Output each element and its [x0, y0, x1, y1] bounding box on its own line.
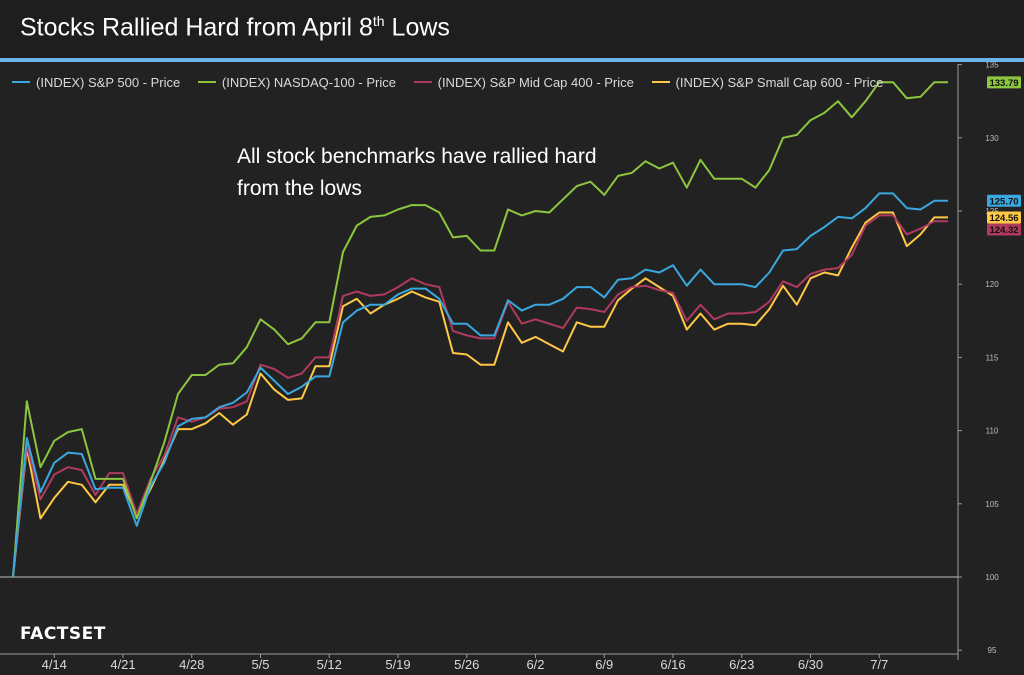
- annotation-line-2: from the lows: [237, 177, 362, 200]
- x-tick-label: 5/26: [454, 657, 479, 672]
- legend-swatch-midcap400: [413, 81, 432, 83]
- x-tick-label: 6/23: [729, 657, 754, 672]
- end-label-smallcap600: 124.56: [987, 211, 1021, 224]
- series-line-nasdaq100: [12, 81, 948, 578]
- legend-item-smallcap600: (INDEX) S&P Small Cap 600 - Price: [651, 74, 884, 90]
- end-label-text: 133.79: [989, 78, 1018, 89]
- legend-swatch-smallcap600: [651, 81, 670, 83]
- end-label-nasdaq100: 133.79: [987, 76, 1021, 89]
- x-tick-label: 4/21: [110, 657, 135, 672]
- x-tick-label: 6/16: [660, 657, 685, 672]
- y-tick-label: 95: [988, 646, 997, 655]
- end-label-midcap400: 124.32: [987, 223, 1021, 236]
- legend-label-midcap400: (INDEX) S&P Mid Cap 400 - Price: [437, 74, 634, 90]
- series-line-sp500: [12, 192, 948, 578]
- line-chart: 951001051101151201251301351404/144/214/2…: [0, 62, 1021, 672]
- chart-title: Stocks Rallied Hard from April 8th Lows: [20, 13, 450, 42]
- end-label-text: 124.32: [989, 225, 1018, 236]
- x-tick-label: 4/28: [179, 657, 204, 672]
- end-label-sp500: 125.70: [987, 194, 1021, 207]
- legend-swatch-sp500: [12, 81, 30, 83]
- x-tick-label: 5/19: [385, 657, 410, 672]
- end-label-text: 125.70: [989, 196, 1018, 207]
- y-tick-label: 120: [985, 280, 999, 289]
- legend-item-sp500: (INDEX) S&P 500 - Price: [12, 75, 180, 90]
- factset-logo: FACTSET: [20, 624, 106, 644]
- x-tick-label: 6/2: [526, 657, 544, 672]
- x-tick-label: 6/9: [595, 657, 613, 672]
- series-line-smallcap600: [12, 211, 948, 578]
- legend-label-smallcap600: (INDEX) S&P Small Cap 600 - Price: [675, 74, 884, 90]
- x-tick-label: 5/5: [251, 657, 269, 672]
- end-label-badge: [987, 223, 1021, 236]
- x-tick-label: 4/14: [42, 657, 67, 672]
- title-bar: [0, 0, 1024, 58]
- legend-label-nasdaq100: (INDEX) NASDAQ-100 - Price: [221, 74, 396, 90]
- y-tick-label: 100: [985, 573, 999, 582]
- legend: (INDEX) S&P 500 - Price (INDEX) NASDAQ-1…: [12, 71, 897, 90]
- legend-item-nasdaq100: (INDEX) NASDAQ-100 - Price: [197, 74, 396, 90]
- accent-stripe: [0, 58, 1024, 62]
- annotation-line-1: All stock benchmarks have rallied hard: [237, 145, 597, 168]
- title-prefix: Stocks Rallied Hard from April 8: [20, 13, 373, 42]
- legend-label-sp500: (INDEX) S&P 500 - Price: [36, 74, 181, 90]
- y-tick-label: 110: [986, 427, 999, 436]
- legend-item-midcap400: (INDEX) S&P Mid Cap 400 - Price: [413, 74, 634, 90]
- end-label-badge: [987, 211, 1021, 224]
- series-line-midcap400: [12, 214, 948, 578]
- x-tick-label: 5/12: [317, 657, 342, 672]
- y-tick-label: 135: [985, 62, 999, 70]
- end-label-text: 124.56: [989, 213, 1018, 224]
- y-tick-label: 105: [985, 500, 999, 509]
- end-label-badge: [987, 76, 1021, 89]
- y-tick-label: 115: [986, 353, 999, 362]
- end-label-badge: [987, 194, 1021, 207]
- title-superscript: th: [372, 13, 385, 29]
- title-suffix: Lows: [384, 13, 450, 42]
- chart-annotation: All stock benchmarks have rallied hard f…: [237, 141, 597, 205]
- x-tick-label: 6/30: [798, 657, 823, 672]
- y-tick-label: 130: [985, 134, 999, 143]
- x-tick-label: 7/7: [870, 657, 888, 672]
- legend-swatch-nasdaq100: [197, 81, 216, 83]
